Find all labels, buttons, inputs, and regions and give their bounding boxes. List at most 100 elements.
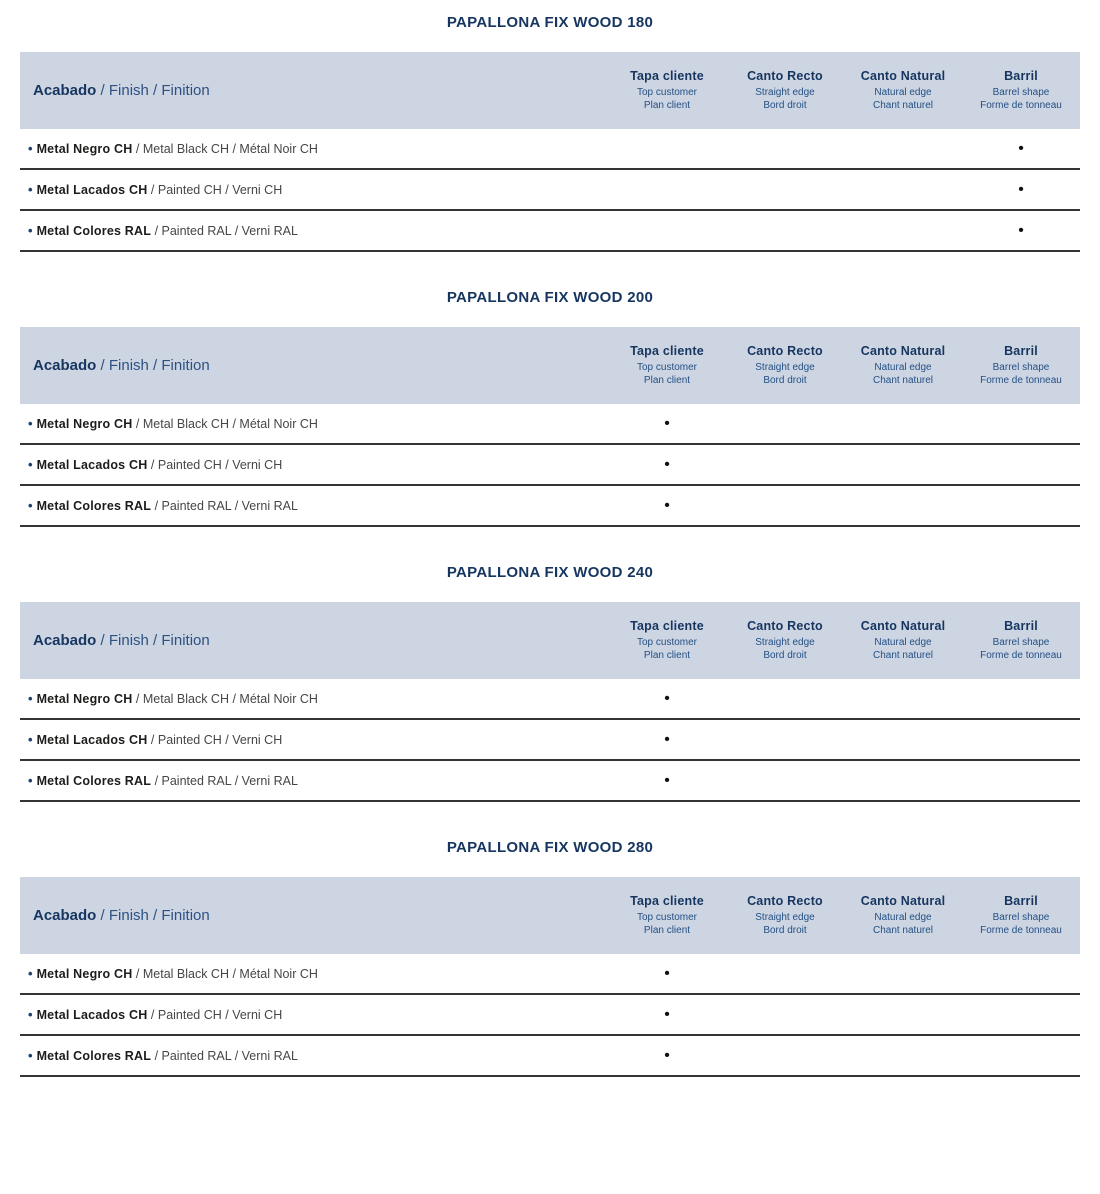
table-row: • Metal Negro CH / Metal Black CH / Métal… [20,679,1080,720]
finish-header-bold: Acabado [33,907,97,924]
finish-name: • Metal Colores RAL / Painted RAL / Verni… [20,1048,608,1063]
finish-name-translations: / Painted CH / Verni CH [147,733,283,747]
product-table-wood-180: PAPALLONA FIX WOOD 180 Acabado / Finish … [20,14,1080,252]
bullet-icon: • [28,416,33,431]
column-subtitle-en: Natural edge [874,362,932,373]
bullet-icon: • [28,182,33,197]
finish-header-translations: / Finish / Finition [96,82,210,99]
availability-dot-tapa-cliente: • [664,496,670,514]
table-header-row: Acabado / Finish / Finition Tapa cliente… [20,877,1080,954]
column-subtitle-en: Natural edge [874,87,932,98]
table-row: • Metal Lacados CH / Painted CH / Verni C… [20,170,1080,211]
table-row: • Metal Colores RAL / Painted RAL / Verni… [20,211,1080,252]
table-row: • Metal Lacados CH / Painted CH / Verni C… [20,720,1080,761]
table-row: • Metal Colores RAL / Painted RAL / Verni… [20,1036,1080,1077]
column-subtitle-fr: Bord droit [763,650,807,661]
availability-dot-tapa-cliente: • [664,964,670,982]
column-subtitle-fr: Bord droit [763,100,807,111]
column-subtitle-en: Barrel shape [992,87,1050,98]
table-title: PAPALLONA FIX WOOD 180 [446,14,654,31]
column-subtitle-en: Straight edge [755,637,815,648]
column-subtitle-en: Straight edge [755,912,815,923]
column-subtitle-fr: Forme de tonneau [980,100,1062,111]
finish-name-translations: / Metal Black CH / Métal Noir CH [132,967,318,981]
column-title: Barril [1004,69,1038,83]
finish-name-primary: Metal Lacados CH [36,183,148,197]
bullet-icon: • [28,457,33,472]
column-header-tapa-cliente: Tapa cliente Top customer Plan client [608,894,726,937]
column-subtitle-en: Barrel shape [992,637,1050,648]
column-title: Tapa cliente [630,619,704,633]
table-row: • Metal Colores RAL / Painted RAL / Verni… [20,761,1080,802]
finish-header-bold: Acabado [33,632,97,649]
finish-header-translations: / Finish / Finition [96,907,210,924]
finish-name: • Metal Lacados CH / Painted CH / Verni C… [20,732,608,747]
bullet-icon: • [28,223,33,238]
table-row: • Metal Lacados CH / Painted CH / Verni C… [20,995,1080,1036]
table-header-row: Acabado / Finish / Finition Tapa cliente… [20,52,1080,129]
column-subtitle-fr: Bord droit [763,375,807,386]
finish-name: • Metal Colores RAL / Painted RAL / Verni… [20,223,608,238]
column-subtitle-en: Barrel shape [992,362,1050,373]
finish-name-primary: Metal Colores RAL [36,224,152,238]
column-subtitle-en: Natural edge [874,912,932,923]
column-subtitle-en: Top customer [636,637,698,648]
column-subtitle-fr: Plan client [643,100,691,111]
finish-name-primary: Metal Colores RAL [36,774,152,788]
column-subtitle-en: Top customer [636,362,698,373]
column-title: Barril [1004,619,1038,633]
column-title: Tapa cliente [630,69,704,83]
column-title: Tapa cliente [630,344,704,358]
column-subtitle-fr: Chant naturel [872,650,934,661]
column-subtitle-en: Top customer [636,87,698,98]
column-title: Canto Recto [747,619,823,633]
column-subtitle-fr: Plan client [643,375,691,386]
column-header-barril: Barril Barrel shape Forme de tonneau [962,619,1080,662]
column-subtitle-fr: Forme de tonneau [980,375,1062,386]
column-subtitle-fr: Plan client [643,650,691,661]
finish-name-translations: / Painted CH / Verni CH [147,183,283,197]
finish-column-header: Acabado / Finish / Finition [20,632,608,649]
finish-name-primary: Metal Colores RAL [36,1049,152,1063]
column-header-tapa-cliente: Tapa cliente Top customer Plan client [608,619,726,662]
finish-header-translations: / Finish / Finition [96,632,210,649]
availability-dot-tapa-cliente: • [664,455,670,473]
column-header-canto-recto: Canto Recto Straight edge Bord droit [726,894,844,937]
column-subtitle-en: Top customer [636,912,698,923]
column-header-canto-natural: Canto Natural Natural edge Chant naturel [844,344,962,387]
column-header-barril: Barril Barrel shape Forme de tonneau [962,894,1080,937]
column-header-canto-recto: Canto Recto Straight edge Bord droit [726,69,844,112]
table-header-row: Acabado / Finish / Finition Tapa cliente… [20,602,1080,679]
table-row: • Metal Negro CH / Metal Black CH / Métal… [20,954,1080,995]
table-title: PAPALLONA FIX WOOD 240 [446,564,654,581]
finish-name-primary: Metal Negro CH [36,142,133,156]
table-header-row: Acabado / Finish / Finition Tapa cliente… [20,327,1080,404]
column-header-canto-natural: Canto Natural Natural edge Chant naturel [844,619,962,662]
column-header-tapa-cliente: Tapa cliente Top customer Plan client [608,69,726,112]
finish-header-translations: / Finish / Finition [96,357,210,374]
finish-column-header: Acabado / Finish / Finition [20,907,608,924]
availability-dot-tapa-cliente: • [664,730,670,748]
finish-name-primary: Metal Lacados CH [36,733,148,747]
column-subtitle-fr: Bord droit [763,925,807,936]
bullet-icon: • [28,691,33,706]
finish-name-primary: Metal Negro CH [36,692,133,706]
column-header-canto-natural: Canto Natural Natural edge Chant naturel [844,894,962,937]
column-title: Canto Natural [860,69,946,83]
finish-name: • Metal Lacados CH / Painted CH / Verni C… [20,1007,608,1022]
column-subtitle-fr: Chant naturel [872,100,934,111]
finish-column-header: Acabado / Finish / Finition [20,357,608,374]
bullet-icon: • [28,1048,33,1063]
table-row: • Metal Negro CH / Metal Black CH / Métal… [20,129,1080,170]
finish-name-primary: Metal Lacados CH [36,458,148,472]
finish-name-primary: Metal Colores RAL [36,499,152,513]
column-subtitle-fr: Forme de tonneau [980,925,1062,936]
finish-name: • Metal Colores RAL / Painted RAL / Verni… [20,498,608,513]
column-title: Canto Recto [747,69,823,83]
finish-name: • Metal Negro CH / Metal Black CH / Métal… [20,966,608,981]
product-table-wood-200: PAPALLONA FIX WOOD 200 Acabado / Finish … [20,289,1080,527]
table-row: • Metal Lacados CH / Painted CH / Verni C… [20,445,1080,486]
finish-name-translations: / Metal Black CH / Métal Noir CH [132,142,318,156]
finish-column-header: Acabado / Finish / Finition [20,82,608,99]
finish-name-translations: / Metal Black CH / Métal Noir CH [132,692,318,706]
